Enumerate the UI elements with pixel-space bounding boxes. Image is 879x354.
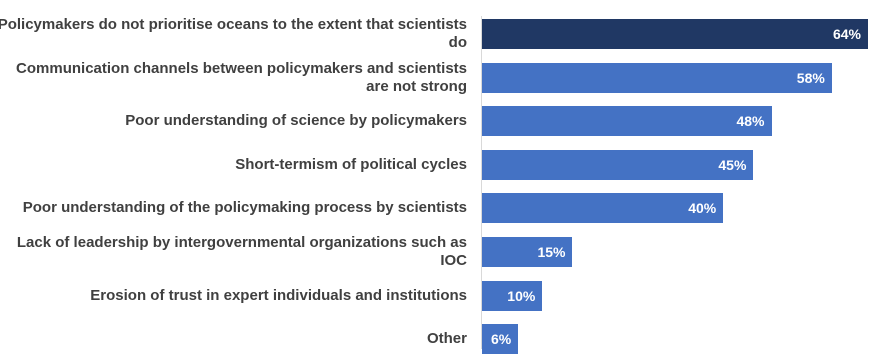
category-label: Short-termism of political cycles [235,155,467,173]
bar: 40% [482,193,724,224]
category-label: Poor understanding of the policymaking p… [22,199,467,217]
bar: 48% [482,106,772,137]
bar-value-label: 15% [537,244,566,260]
category-axis-line [481,16,482,349]
bar-value-label: 48% [736,113,765,130]
bar: 6% [482,324,519,354]
bar: 64% [482,19,868,49]
bar-value-label: 40% [688,200,717,217]
bar-value-label: 58% [796,69,825,86]
bar: 58% [482,62,832,93]
bar: 10% [482,280,543,311]
bar-value-label: 45% [718,156,747,173]
bar-value-label: 10% [507,287,536,304]
category-label: Erosion of trust in expert individuals a… [90,286,467,304]
category-label: Poor understanding of science by policym… [125,112,467,130]
category-label: Policymakers do not prioritise oceans to… [0,16,467,51]
category-label: Lack of leadership by intergovernmental … [16,234,467,269]
bar-value-label: 64% [832,26,861,42]
bar: 45% [482,149,754,180]
bar-value-label: 6% [490,331,512,348]
bar: 15% [482,237,573,267]
category-label: Other [426,330,467,348]
category-label: Communication channels between policymak… [16,59,467,95]
